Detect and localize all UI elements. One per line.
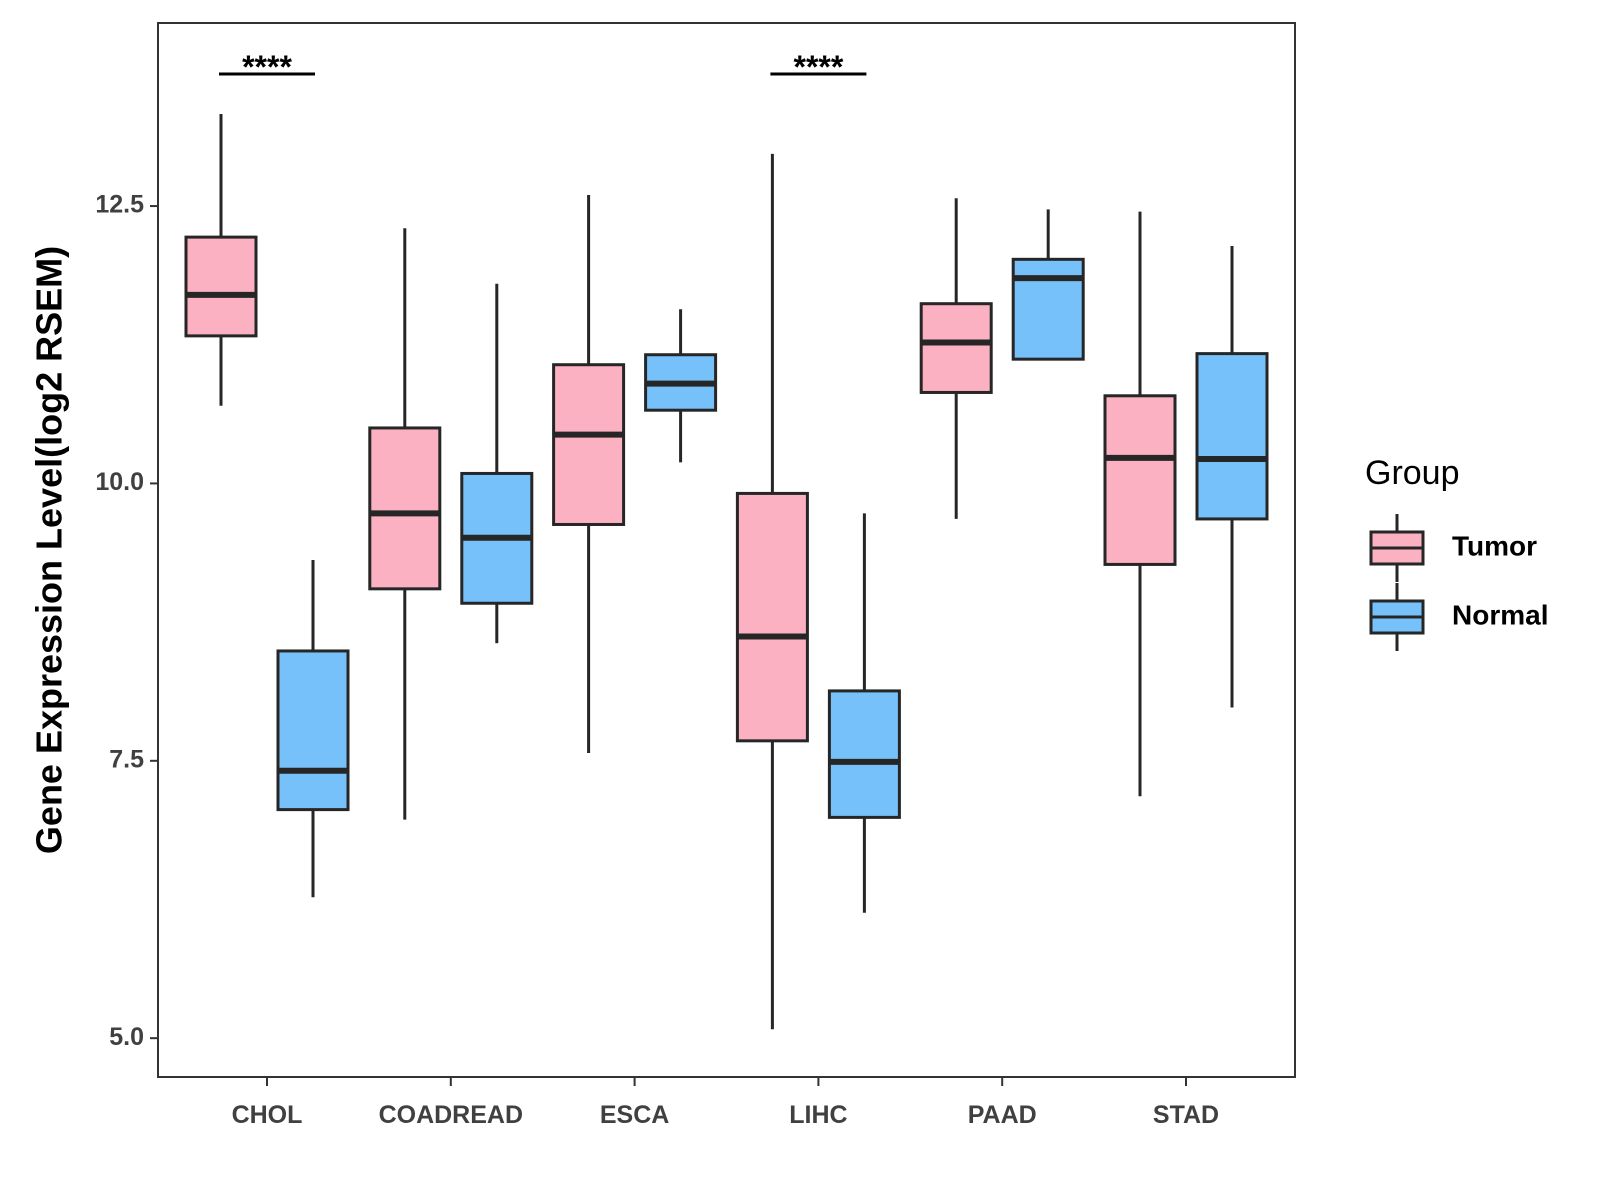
normal-paad-box bbox=[1011, 257, 1085, 361]
x-tick-label: COADREAD bbox=[379, 1101, 523, 1129]
legend: Group Tumor Normal bbox=[1365, 454, 1548, 651]
legend-label-tumor: Tumor bbox=[1452, 530, 1537, 561]
normal-stad-box bbox=[1195, 352, 1269, 521]
y-tick-label: 5.0 bbox=[109, 1023, 144, 1051]
normal-chol-box bbox=[276, 649, 350, 812]
y-tick-label: 12.5 bbox=[95, 191, 144, 219]
x-tick-label: CHOL bbox=[232, 1101, 303, 1129]
legend-title: Group bbox=[1365, 454, 1460, 492]
tumor-esca-box bbox=[552, 363, 626, 526]
x-tick-label: ESCA bbox=[600, 1101, 669, 1129]
box-layer bbox=[184, 113, 1269, 1030]
significance-layer: **** **** bbox=[219, 49, 867, 85]
x-axis: CHOL COADREAD ESCA LIHC PAAD STAD bbox=[232, 1077, 1219, 1129]
tumor-paad-box bbox=[919, 302, 993, 394]
legend-label-normal: Normal bbox=[1452, 599, 1548, 630]
significance-label: **** bbox=[793, 49, 843, 85]
y-axis-title: Gene Expression Level(log2 RSEM) bbox=[29, 246, 70, 854]
tumor-coadread-box bbox=[368, 426, 442, 591]
y-axis: 5.0 7.5 10.0 12.5 bbox=[95, 191, 158, 1051]
y-tick-label: 10.0 bbox=[95, 468, 144, 496]
y-tick-label: 7.5 bbox=[109, 745, 144, 773]
x-tick-label: PAAD bbox=[968, 1101, 1037, 1129]
significance-label: **** bbox=[242, 49, 292, 85]
x-tick-label: STAD bbox=[1153, 1101, 1219, 1129]
tumor-chol-box bbox=[184, 235, 258, 338]
tumor-lihc-box bbox=[735, 491, 809, 743]
x-tick-label: LIHC bbox=[789, 1101, 847, 1129]
tumor-stad-box bbox=[1103, 394, 1177, 566]
normal-lihc-box bbox=[827, 689, 901, 819]
